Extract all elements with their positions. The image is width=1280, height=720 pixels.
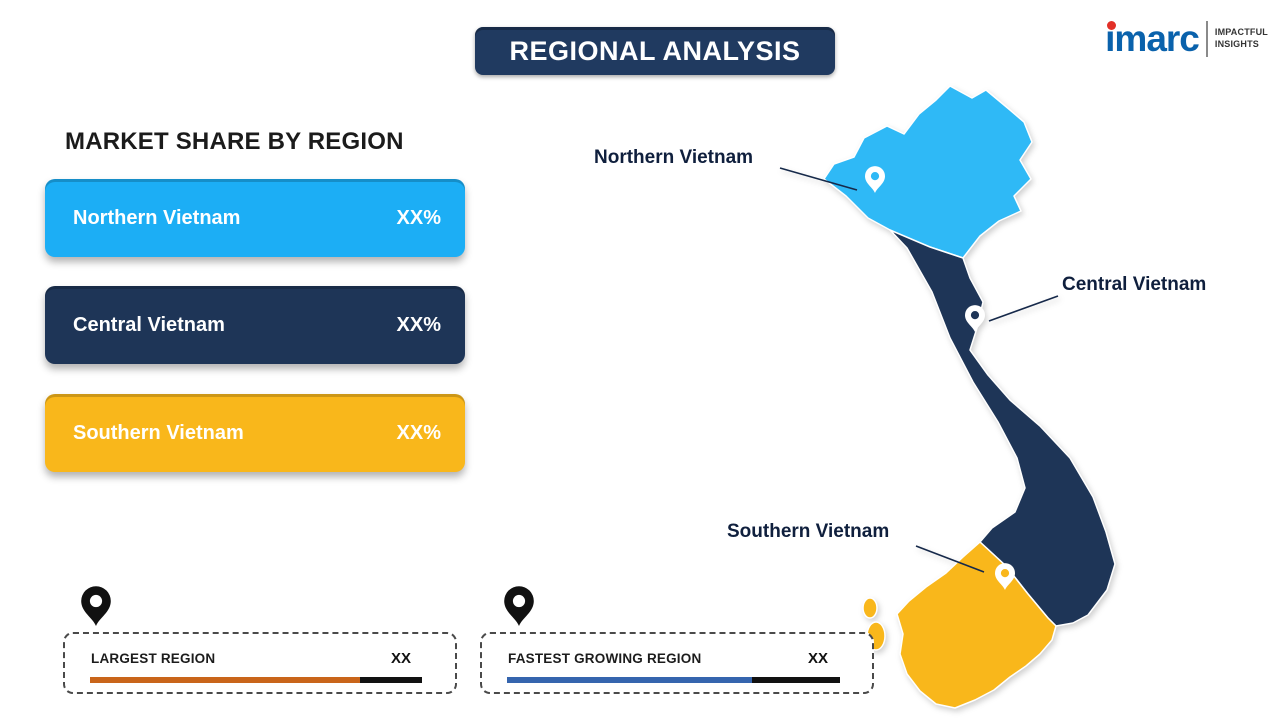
- logo-tagline-line1: IMPACTFUL: [1214, 27, 1268, 38]
- map-pin-southern-icon: [995, 563, 1015, 590]
- largest-region-pin-icon: [81, 586, 111, 626]
- logo-tagline-line2: INSIGHTS: [1214, 38, 1259, 49]
- legend-meter-colored-segment: [90, 677, 360, 683]
- legend-fastest-growing-region: FASTEST GROWING REGION XX: [480, 632, 874, 694]
- map-label-southern-vietnam: Southern Vietnam: [727, 521, 890, 542]
- legend-label: LARGEST REGION: [91, 651, 216, 666]
- imarc-logo: imarc IMPACTFUL INSIGHTS: [1105, 20, 1268, 57]
- map-island-small: [862, 597, 878, 619]
- logo-tagline: IMPACTFUL INSIGHTS: [1215, 27, 1268, 50]
- market-share-heading: MARKET SHARE BY REGION: [65, 128, 404, 155]
- map-pin-northern-icon: [865, 166, 885, 193]
- legend-meter-black-segment: [360, 677, 422, 683]
- region-bar-label: Northern Vietnam: [73, 206, 241, 229]
- map-label-northern-vietnam: Northern Vietnam: [594, 147, 754, 168]
- legend-largest-region: LARGEST REGION XX: [63, 632, 457, 694]
- vietnam-map: [779, 85, 1116, 709]
- region-bar-value: XX%: [396, 421, 441, 444]
- legend-value: XX: [807, 650, 828, 667]
- leader-line-southern: [915, 545, 985, 573]
- region-bar-central-vietnam: Central Vietnam XX%: [45, 286, 465, 364]
- legend-meter-colored-segment: [507, 677, 752, 683]
- page-title: REGIONAL ANALYSIS: [475, 27, 835, 75]
- logo-brand-text: imarc: [1105, 18, 1200, 59]
- region-bar-northern-vietnam: Northern Vietnam XX%: [45, 179, 465, 257]
- map-label-central-vietnam: Central Vietnam: [1062, 274, 1207, 295]
- leader-line-northern: [779, 167, 858, 191]
- leader-line-central: [988, 295, 1059, 322]
- legend-meter: [90, 677, 422, 683]
- region-bar-southern-vietnam: Southern Vietnam XX%: [45, 394, 465, 472]
- logo-divider: [1205, 20, 1208, 57]
- map-region-southern-vietnam: [896, 541, 1057, 709]
- region-bar-label: Central Vietnam: [73, 313, 225, 336]
- legend-meter-black-segment: [752, 677, 840, 683]
- map-region-northern-vietnam: [823, 85, 1033, 259]
- logo-brand: imarc: [1105, 18, 1200, 59]
- fastest-growing-region-pin-icon: [504, 586, 534, 626]
- region-bar-value: XX%: [396, 206, 441, 229]
- map-pin-central-icon: [965, 305, 985, 332]
- region-bar-label: Southern Vietnam: [73, 421, 244, 444]
- legend-value: XX: [390, 650, 411, 667]
- legend-meter: [507, 677, 840, 683]
- logo-red-dot-icon: [1107, 21, 1117, 30]
- legend-label: FASTEST GROWING REGION: [508, 651, 702, 666]
- map-region-central-vietnam: [889, 229, 1116, 627]
- region-bar-value: XX%: [396, 313, 441, 336]
